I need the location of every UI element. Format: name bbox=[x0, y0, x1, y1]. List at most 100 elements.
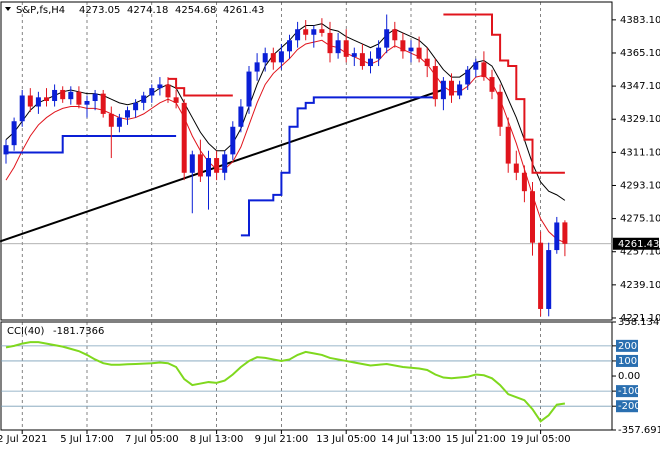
price-pane bbox=[0, 1, 613, 321]
cci-level-box bbox=[616, 339, 638, 352]
candle-body bbox=[133, 102, 139, 111]
x-tick-label: 15 Jul 21:00 bbox=[446, 434, 506, 445]
candle-body bbox=[343, 40, 349, 57]
x-tick-label: 5 Jul 17:00 bbox=[60, 434, 114, 445]
candle-body bbox=[270, 53, 276, 63]
candle-body bbox=[513, 163, 519, 173]
candle-body bbox=[100, 93, 106, 114]
candle-body bbox=[44, 97, 49, 102]
x-tick-label: 14 Jul 13:00 bbox=[381, 434, 441, 445]
candle-body bbox=[246, 71, 252, 107]
candle-body bbox=[149, 88, 155, 96]
candle-body bbox=[125, 110, 130, 118]
candle-body bbox=[400, 40, 406, 52]
candle-body bbox=[521, 172, 527, 192]
cci-tick-label: 358.1345 bbox=[618, 317, 660, 328]
cci-value: -181.7366 bbox=[53, 326, 104, 337]
ohlc-close: 4261.43 bbox=[223, 5, 264, 16]
candle-body bbox=[11, 121, 17, 146]
candle-body bbox=[538, 242, 544, 309]
cci-tick-label: -100 bbox=[618, 386, 641, 397]
x-tick-label: 2 Jul 2021 bbox=[0, 434, 47, 445]
symbol: S&P,fs,H4 bbox=[16, 5, 65, 16]
candle-body bbox=[230, 126, 236, 155]
candle-body bbox=[416, 47, 422, 59]
candle-body bbox=[319, 29, 325, 33]
candle-body bbox=[214, 158, 220, 173]
candle-body bbox=[76, 91, 82, 105]
candle-body bbox=[116, 117, 122, 127]
overlay-line bbox=[5, 39, 566, 244]
candle-body bbox=[335, 40, 341, 54]
candle-body bbox=[165, 84, 171, 98]
candle-body bbox=[457, 84, 463, 96]
candle-body bbox=[173, 97, 179, 103]
candle-body bbox=[303, 29, 309, 35]
candle-body bbox=[35, 97, 41, 107]
candle-body bbox=[408, 47, 414, 52]
cci-line bbox=[5, 341, 566, 423]
candle-body bbox=[254, 62, 260, 72]
candle-body bbox=[311, 29, 317, 35]
x-tick-label: 19 Jul 05:00 bbox=[511, 434, 571, 445]
y-tick-label: 4221.10 bbox=[620, 313, 660, 324]
candle-body bbox=[432, 66, 438, 100]
y-tick-label: 4293.10 bbox=[620, 180, 660, 191]
price-label-box bbox=[613, 237, 659, 250]
candle-body bbox=[108, 113, 114, 127]
candle-body bbox=[206, 158, 211, 177]
candle-body bbox=[157, 84, 163, 89]
candle-body bbox=[473, 62, 479, 70]
y-tick-label: 4257.10 bbox=[620, 247, 660, 258]
candle-body bbox=[27, 95, 33, 107]
candle-body bbox=[449, 80, 454, 96]
candle-body bbox=[287, 40, 292, 52]
y-tick-label: 4347.10 bbox=[620, 81, 660, 92]
candle-body bbox=[181, 102, 187, 173]
candle-body bbox=[351, 53, 357, 57]
collapse-icon bbox=[5, 7, 11, 11]
candle-body bbox=[189, 154, 195, 173]
candle-body bbox=[392, 29, 398, 41]
candle-body bbox=[278, 51, 284, 63]
candle-body bbox=[497, 91, 503, 127]
x-tick-label: 7 Jul 05:00 bbox=[125, 434, 179, 445]
candle-body bbox=[60, 89, 66, 100]
candle-body bbox=[197, 154, 203, 177]
cci-tick-label: 100 bbox=[618, 356, 637, 367]
ohlc-low: 4254.68 bbox=[175, 5, 216, 16]
candle-body bbox=[481, 62, 487, 78]
candle-body bbox=[530, 191, 535, 243]
cci-level-box bbox=[616, 385, 638, 398]
ohlc-high: 4274.18 bbox=[127, 5, 168, 16]
cci-tick-label: -357.691 bbox=[618, 425, 660, 436]
candle-body bbox=[562, 222, 568, 244]
candle-body bbox=[465, 69, 471, 85]
overlay-line bbox=[5, 23, 566, 201]
candle-body bbox=[424, 58, 430, 67]
candle-body bbox=[554, 222, 560, 251]
cci-tick-label: 200 bbox=[618, 341, 637, 352]
candle-body bbox=[68, 91, 74, 100]
x-tick-label: 9 Jul 21:00 bbox=[255, 434, 309, 445]
candle-body bbox=[489, 77, 495, 92]
y-tick-label: 4239.10 bbox=[620, 280, 660, 291]
candle-body bbox=[262, 53, 268, 63]
candle-body bbox=[440, 80, 446, 100]
ohlc-open: 4273.05 bbox=[79, 5, 120, 16]
candle-body bbox=[3, 145, 9, 155]
candle-body bbox=[52, 89, 58, 102]
y-tick-label: 4329.10 bbox=[620, 114, 660, 125]
cci-level-box bbox=[616, 400, 638, 413]
cci-title: CCI(40) bbox=[7, 326, 45, 337]
x-tick-label: 8 Jul 13:00 bbox=[190, 434, 244, 445]
candle-body bbox=[222, 154, 228, 173]
candle-body bbox=[238, 106, 244, 127]
y-tick-label: 4275.10 bbox=[620, 214, 660, 225]
candle-body bbox=[141, 95, 147, 103]
overlay-line bbox=[168, 13, 565, 174]
overlay-line bbox=[6, 96, 436, 237]
candle-body bbox=[327, 32, 333, 54]
